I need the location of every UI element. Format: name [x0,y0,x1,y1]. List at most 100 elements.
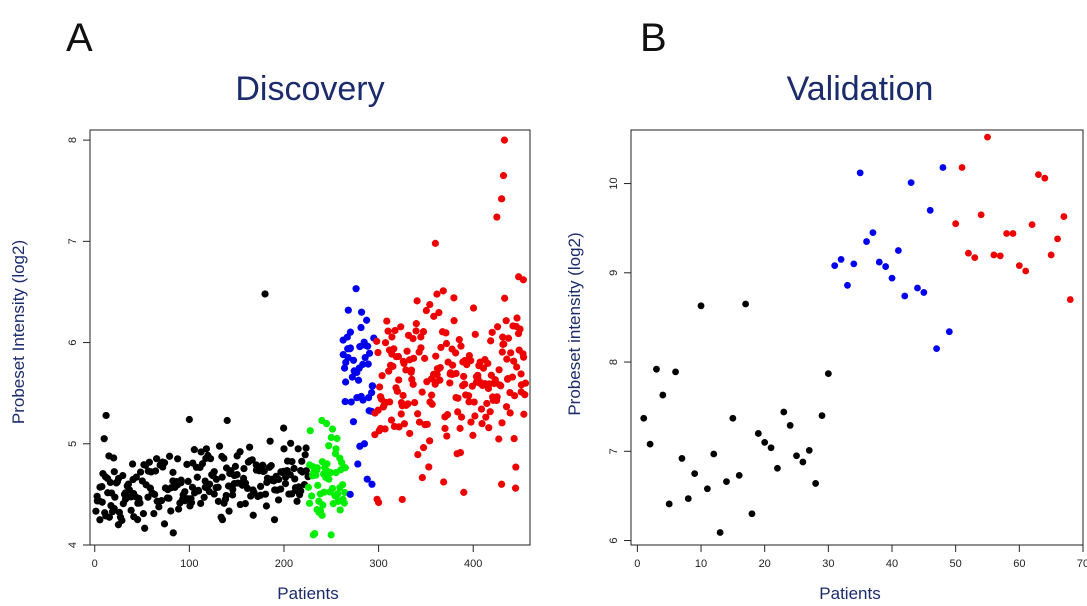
data-point [439,287,447,295]
data-point [502,403,511,411]
data-point [486,408,494,416]
data-point [497,382,505,390]
data-point [465,398,473,406]
data-point [323,460,331,468]
data-point [520,353,528,361]
data-point [659,391,667,399]
data-point [393,387,401,395]
x-tick-label: 200 [275,558,293,570]
data-point [98,498,106,506]
x-tick-label: 30 [822,558,834,570]
data-point [394,352,403,361]
data-point [508,373,517,381]
data-point [349,418,358,426]
data-point [412,320,420,328]
data-point [381,425,389,433]
data-point [460,372,468,381]
data-point [805,446,813,454]
data-point [479,364,488,372]
data-point [222,491,230,500]
data-point [521,391,529,399]
data-point [286,471,294,479]
data-point [160,520,169,528]
data-point [301,451,309,459]
data-point [426,300,434,309]
data-point [327,531,335,539]
data-point [761,438,769,446]
data-point [334,490,342,498]
data-point [376,383,384,391]
data-point [411,398,419,407]
data-point [467,357,475,365]
data-point [413,297,421,305]
data-point [100,435,108,443]
data-point [231,462,240,470]
data-point [346,344,355,352]
data-point [482,413,490,421]
x-tick-label: 0 [92,558,98,570]
data-point [470,398,478,406]
data-point [306,427,314,435]
data-point [774,464,781,472]
data-point [485,424,493,432]
y-tick-label: 8 [67,137,79,143]
y-tick-label: 7 [67,238,79,244]
data-point [127,506,135,514]
data-point [882,263,890,270]
data-point [169,468,177,476]
data-point [498,480,506,488]
data-point [210,468,218,476]
data-point [939,164,947,171]
data-point [214,483,222,491]
data-point [200,493,208,501]
data-point [454,408,462,416]
data-point [443,432,451,440]
data-point [248,456,256,464]
data-point [340,499,348,507]
data-point [119,471,127,480]
data-point [404,400,412,408]
data-point [464,392,473,400]
data-point [294,445,302,453]
data-point [498,348,506,356]
data-point [151,490,159,499]
data-point [193,473,201,481]
data-point [249,511,257,519]
data-point [414,451,422,459]
data-point [357,308,366,316]
data-point [888,274,896,282]
data-point [151,467,160,475]
data-point [442,329,450,337]
x-tick-label: 50 [950,558,962,570]
data-point [346,490,354,498]
data-point [907,179,915,187]
chart-title-discovery: Discovery [235,70,385,108]
data-point [430,312,438,320]
data-point [729,414,737,422]
data-point [461,380,469,388]
data-point [290,464,298,473]
data-point [215,442,224,450]
data-point [291,475,299,483]
data-point [136,499,144,507]
data-point [512,463,520,471]
data-point [363,316,371,324]
data-point [356,343,364,351]
data-point [502,317,510,325]
data-point [344,306,352,314]
x-tick-label: 100 [180,558,198,570]
data-point [167,507,175,515]
data-point [354,460,362,468]
data-point [280,445,288,453]
data-point [302,444,310,452]
data-point [901,292,909,300]
data-point [342,378,350,386]
panel-letter-b: B [640,16,667,60]
data-point [409,380,417,388]
data-point [487,337,495,345]
data-point [818,412,826,419]
data-point [341,464,349,472]
data-point [519,276,527,284]
data-point [767,444,775,452]
data-point [233,470,241,479]
